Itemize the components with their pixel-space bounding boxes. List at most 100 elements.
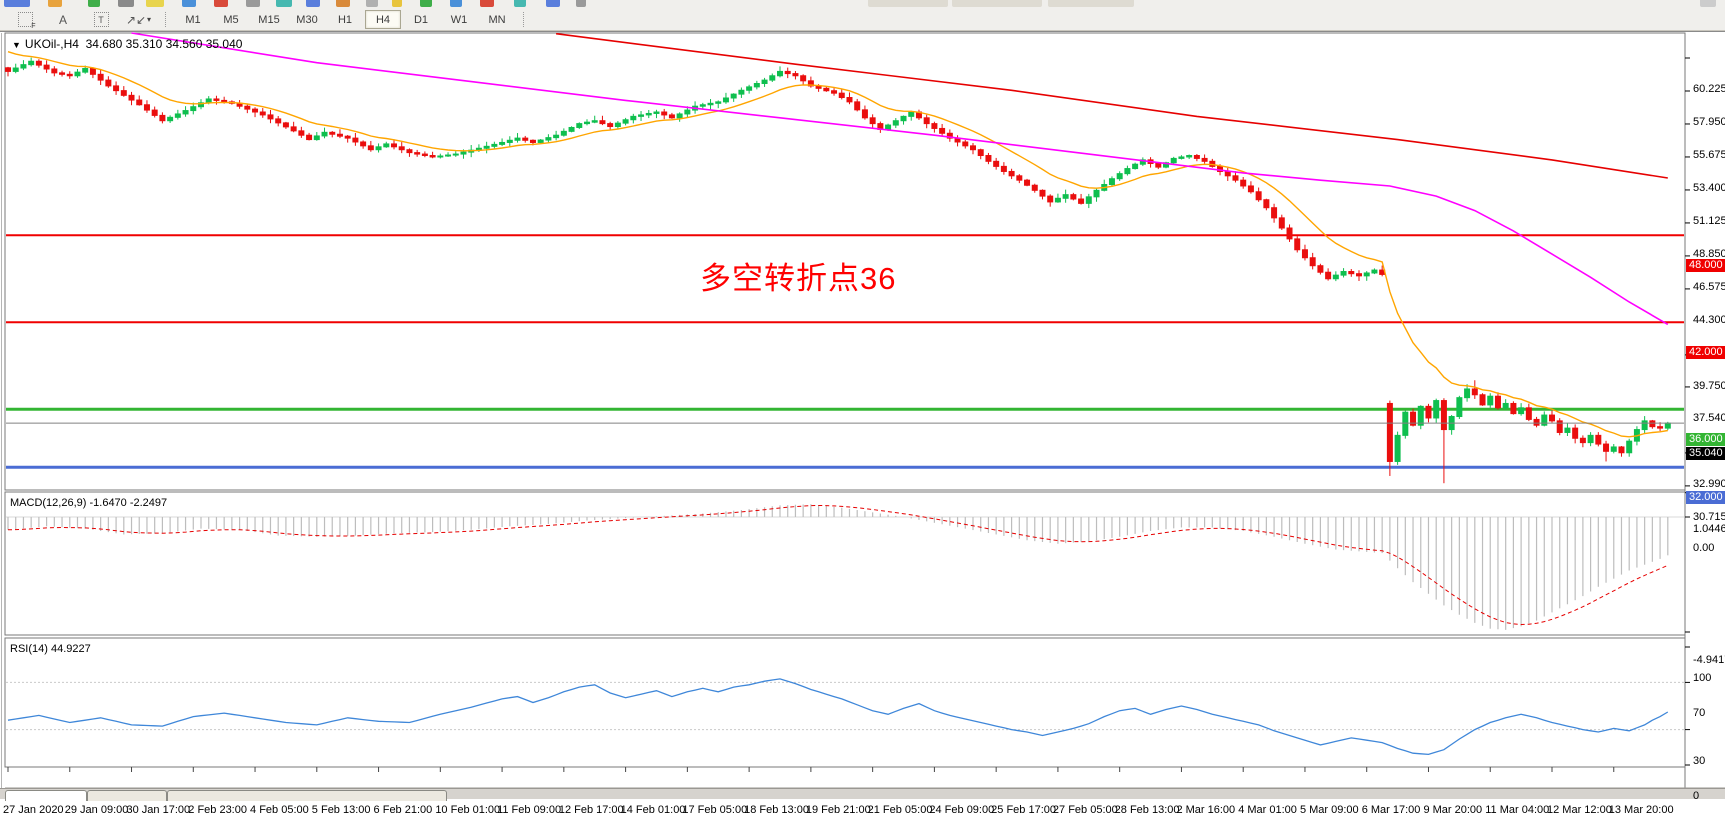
- timeframe-button-M30[interactable]: M30: [296, 13, 318, 26]
- cutoff-toolbar-icon[interactable]: [546, 0, 560, 7]
- cutoff-toolbar-icon[interactable]: [306, 0, 320, 7]
- time-axis-label: 28 Feb 13:00: [1114, 804, 1180, 816]
- time-axis-label: 13 Mar 20:00: [1608, 804, 1674, 816]
- candle-body: [1093, 189, 1100, 198]
- cutoff-toolbar-icon[interactable]: [868, 0, 948, 7]
- timeframe-button-W1[interactable]: W1: [450, 13, 468, 26]
- cutoff-toolbar-icon[interactable]: [450, 0, 462, 7]
- level-price-label-32.000: 32.000: [1686, 491, 1725, 505]
- cutoff-toolbar-icon[interactable]: [246, 0, 260, 7]
- candle-body: [499, 141, 506, 145]
- candle-body: [599, 120, 606, 125]
- rsi-indicator-label: RSI(14) 44.9227: [10, 643, 91, 655]
- candle-body: [59, 72, 66, 75]
- candle-body: [1525, 407, 1532, 420]
- candle-body: [290, 126, 297, 132]
- price-tick-51.125: 51.125: [1693, 214, 1725, 227]
- chart-tab-1[interactable]: [5, 790, 87, 801]
- rsi-pane[interactable]: [4, 637, 1686, 768]
- macd-pane[interactable]: [4, 491, 1686, 636]
- timeframe-button-D1[interactable]: D1: [413, 13, 429, 26]
- main-toolbar: F A T ↗↙ ▾ M1 M5 M15 M30 H1 H4 D1 W1 MN: [0, 9, 1725, 31]
- candle-body: [352, 137, 359, 143]
- chart-window: ▼ UKOil-,H4 34.680 35.310 34.560 35.040 多…: [0, 31, 1725, 816]
- candle-body: [1301, 249, 1308, 259]
- candle-body: [1564, 427, 1571, 433]
- candle-body: [198, 102, 204, 108]
- candle-body: [607, 123, 614, 128]
- candle-body: [1533, 418, 1540, 426]
- toolbar-separator: [165, 12, 167, 27]
- cutoff-toolbar-icon[interactable]: [88, 0, 100, 7]
- cutoff-toolbar-icon[interactable]: [420, 0, 432, 7]
- candle-body: [1549, 414, 1555, 422]
- text-box-tool-button[interactable]: T: [83, 10, 119, 29]
- timeframe-button-M1[interactable]: M1: [185, 13, 201, 26]
- candle-body: [28, 60, 35, 66]
- candle-body: [1425, 405, 1432, 419]
- candle-body: [946, 132, 953, 139]
- timeframe-button-M15[interactable]: M15: [258, 13, 280, 26]
- candle-body: [1664, 422, 1671, 429]
- time-axis-label: 6 Feb 21:00: [373, 804, 433, 816]
- collapse-triangle-icon[interactable]: ▼: [12, 40, 21, 50]
- price-tick-44.300: 44.300: [1693, 313, 1725, 326]
- candle-body: [1587, 434, 1594, 444]
- chart-tab-3[interactable]: [167, 790, 447, 801]
- text-label-tool-button[interactable]: A: [45, 10, 81, 29]
- candle-body: [1595, 434, 1602, 445]
- timeframe-button-H1[interactable]: H1: [337, 13, 353, 26]
- chart-text-annotation[interactable]: 多空转折点36: [700, 261, 897, 296]
- candle-body: [429, 155, 436, 158]
- candle-body: [89, 68, 96, 75]
- candle-body: [1317, 265, 1324, 273]
- candle-body: [715, 101, 722, 104]
- time-axis-label: 4 Mar 01:00: [1238, 804, 1297, 816]
- candle-body: [684, 109, 691, 115]
- candle-body: [1487, 395, 1494, 406]
- chart-tab-2[interactable]: [87, 790, 167, 801]
- cutoff-toolbar-icon[interactable]: [336, 0, 350, 7]
- candle-body: [722, 97, 729, 103]
- cutoff-toolbar-icon[interactable]: [48, 0, 62, 7]
- rsi-tick-30: 30: [1693, 754, 1706, 767]
- timeframe-button-H4[interactable]: H4: [365, 10, 401, 30]
- candle-body: [329, 131, 336, 135]
- cutoff-toolbar-icon[interactable]: [276, 0, 292, 7]
- candle-body: [1286, 227, 1293, 240]
- cutoff-toolbar-icon[interactable]: [514, 0, 526, 7]
- timeframe-button-MN[interactable]: MN: [488, 13, 506, 26]
- chart-canvas[interactable]: [0, 31, 1725, 788]
- cutoff-toolbar-icon[interactable]: [392, 0, 402, 7]
- price-tick-55.675: 55.675: [1693, 148, 1725, 161]
- candle-body: [784, 70, 791, 75]
- cutoff-toolbar-icon[interactable]: [576, 0, 586, 7]
- cutoff-toolbar-icon[interactable]: [480, 0, 494, 7]
- candle-body: [313, 135, 320, 141]
- candle-body: [854, 101, 861, 111]
- candle-body: [336, 133, 343, 137]
- candle-body: [1278, 217, 1285, 229]
- cutoff-toolbar-icon[interactable]: [366, 0, 378, 7]
- cutoff-toolbar-icon[interactable]: [118, 0, 134, 7]
- candle-body: [213, 98, 220, 101]
- timeframe-button-M5[interactable]: M5: [223, 13, 239, 26]
- candle-body: [1363, 272, 1370, 277]
- macd-tick-0.00: 0.00: [1693, 542, 1715, 554]
- candle-body: [1649, 420, 1656, 428]
- cutoff-toolbar-icon[interactable]: [146, 0, 164, 7]
- crosshair-grid-tool-button[interactable]: F: [7, 10, 43, 30]
- cutoff-toolbar-icon[interactable]: [952, 0, 1042, 7]
- cutoff-toolbar-icon[interactable]: [182, 0, 196, 7]
- cutoff-toolbar-icon[interactable]: [1700, 0, 1716, 7]
- cutoff-toolbar-icon[interactable]: [4, 0, 30, 7]
- candle-body: [97, 73, 104, 81]
- cutoff-toolbar-icon[interactable]: [1048, 0, 1134, 7]
- candle-body: [221, 99, 228, 103]
- candle-body: [1132, 163, 1139, 170]
- cutoff-toolbar-icon[interactable]: [214, 0, 228, 7]
- candle-body: [1031, 184, 1038, 191]
- indicator-arrows-tool-button[interactable]: ↗↙ ▾: [121, 10, 157, 29]
- candle-body: [383, 143, 390, 148]
- candle-body: [622, 119, 629, 124]
